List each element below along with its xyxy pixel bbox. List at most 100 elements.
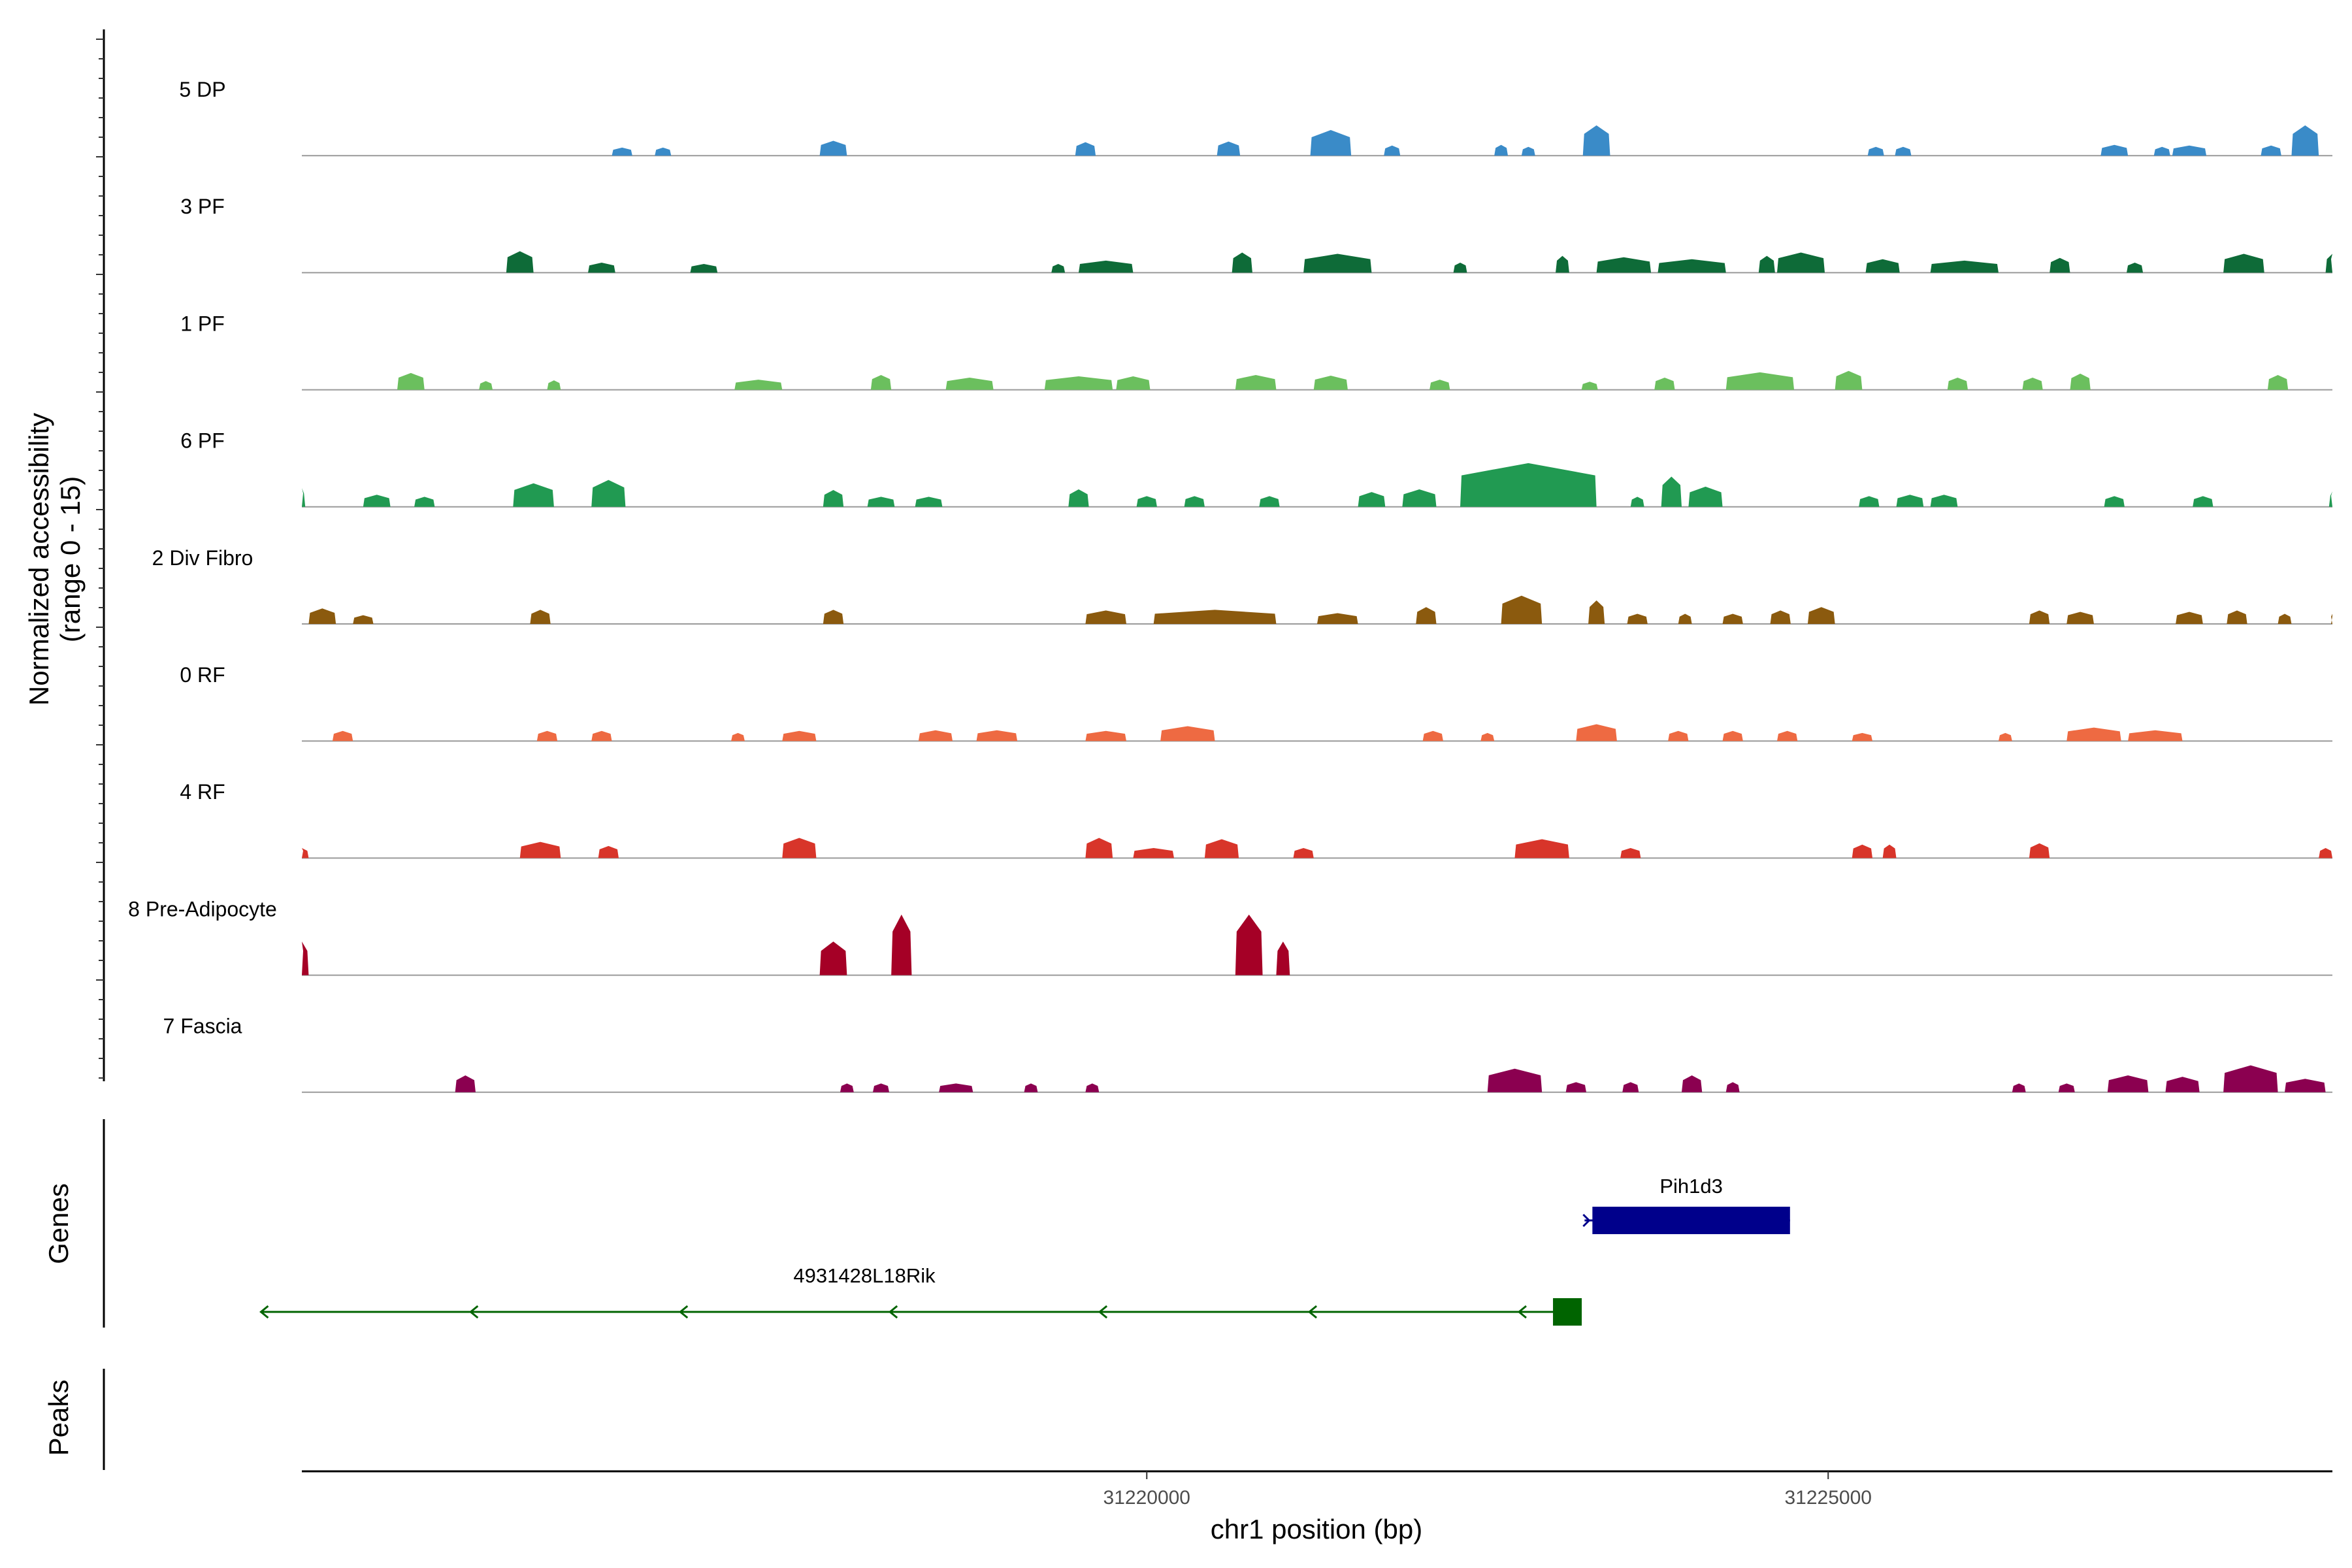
coverage-peak [1075, 142, 1096, 156]
coverage-peak [1422, 730, 1443, 742]
coverage-peak [1358, 492, 1386, 507]
coverage-peak [2223, 253, 2264, 273]
coverage-peak [519, 841, 561, 858]
track-3: 1 PF [180, 312, 2332, 391]
gene-exon [1592, 1207, 1790, 1234]
coverage-peak [1576, 724, 1617, 742]
coverage-peak [823, 490, 844, 507]
coverage-peak [1722, 613, 1743, 624]
y-axis-title-line-1: Normalized accessibility [24, 413, 54, 706]
genes-panel: Pih1d3 4931428L18Rik [259, 1175, 1790, 1326]
genes-panel-title: Genes [43, 1183, 74, 1264]
x-tick-label: 31225000 [1784, 1487, 1871, 1509]
coverage-peak [1487, 1068, 1543, 1092]
coverage-peak [1136, 496, 1157, 507]
strand-arrow [1517, 1305, 1527, 1319]
coverage-peak [945, 378, 994, 390]
coverage-peak [1085, 838, 1113, 858]
coverage-peak [2328, 491, 2332, 507]
coverage-peak [1947, 378, 1968, 390]
coverage-peak [2330, 613, 2332, 624]
coverage-peak [1085, 1083, 1100, 1092]
coverage-peak [1276, 941, 1290, 975]
coverage-peak [1317, 613, 1358, 624]
coverage-peak [1204, 839, 1239, 858]
coverage-peak [1235, 374, 1277, 390]
coverage-peak [1678, 613, 1692, 624]
coverage-peak [1859, 496, 1880, 507]
coverage-peak [1654, 378, 1675, 390]
gene-Pih1d3: Pih1d3 [1582, 1175, 1790, 1234]
coverage-peak [591, 480, 626, 507]
coverage-peak [1895, 146, 1912, 156]
coverage-peak [1930, 260, 1999, 273]
coverage-peak [1661, 476, 1682, 507]
coverage-peak [2022, 378, 2043, 390]
coverage-peak [1852, 732, 1873, 742]
coverage-peak [1259, 496, 1280, 507]
strand-arrow [678, 1305, 689, 1319]
strand-arrow [1098, 1305, 1108, 1319]
coverage-peak [1998, 732, 2012, 742]
coverage-peak [2325, 253, 2332, 273]
coverage-peak [891, 914, 912, 975]
coverage-peak [2029, 610, 2050, 624]
coverage-peak [1416, 607, 1437, 624]
gene-4931428L18Rik: 4931428L18Rik [259, 1264, 1582, 1326]
coverage-peak [2172, 145, 2207, 156]
track-label: 5 DP [179, 78, 225, 101]
coverage-peak [414, 497, 435, 507]
coverage-peak [1930, 495, 1958, 507]
coverage-peak [2127, 262, 2144, 273]
gene-exon [1553, 1298, 1582, 1326]
coverage-peak [513, 483, 554, 507]
coverage-peak [1429, 380, 1450, 390]
coverage-peak [612, 147, 632, 156]
coverage-peak [1024, 1083, 1038, 1092]
coverage-peak [479, 381, 493, 390]
coverage-peak [547, 380, 561, 390]
track-label: 3 PF [180, 195, 225, 218]
coverage-peak [332, 730, 353, 742]
track-5: 2 Div Fibro [152, 546, 2332, 625]
track-8: 8 Pre-Adipocyte [128, 897, 2332, 976]
coverage-peak [536, 730, 558, 742]
strand-arrow [888, 1305, 898, 1319]
coverage-peak [2070, 373, 2091, 390]
coverage-peak [819, 140, 847, 156]
coverage-peak [1044, 376, 1113, 390]
coverage-peak [1867, 146, 1884, 156]
coverage-peak [1160, 726, 1215, 742]
coverage-peak [823, 610, 844, 624]
coverage-peak [1620, 847, 1641, 858]
x-axis-ticks: 31220000 31225000 [1103, 1471, 1872, 1509]
coverage-peak [655, 147, 672, 156]
coverage-peak [308, 608, 336, 624]
coverage-peak [1627, 613, 1648, 624]
coverage-peak [1303, 253, 1372, 273]
track-label: 7 Fascia [163, 1015, 242, 1038]
coverage-peak [2050, 257, 2070, 273]
coverage-peak [455, 1075, 476, 1092]
coverage-peak [1078, 260, 1134, 273]
coverage-peak [976, 730, 1018, 742]
coverage-peak [915, 497, 943, 507]
coverage-peak [1514, 839, 1569, 858]
coverage-peak [1460, 463, 1597, 507]
coverage-peak [1453, 262, 1467, 273]
coverage-peak [302, 941, 309, 975]
coverage-peak [588, 262, 615, 273]
coverage-peak [1153, 610, 1277, 624]
coverage-peak [506, 251, 534, 273]
gene-name: Pih1d3 [1659, 1175, 1723, 1198]
coverage-peak [1835, 370, 1863, 390]
coverage-peak [1896, 495, 1924, 507]
coverage-peak [363, 495, 391, 507]
coverage-peak [1116, 376, 1151, 390]
coverage-peak [1384, 145, 1401, 156]
x-tick-label: 31220000 [1103, 1487, 1190, 1509]
track-7: 4 RF [180, 780, 2332, 859]
coverage-peak [819, 941, 847, 975]
coverage-peak [2193, 496, 2213, 507]
